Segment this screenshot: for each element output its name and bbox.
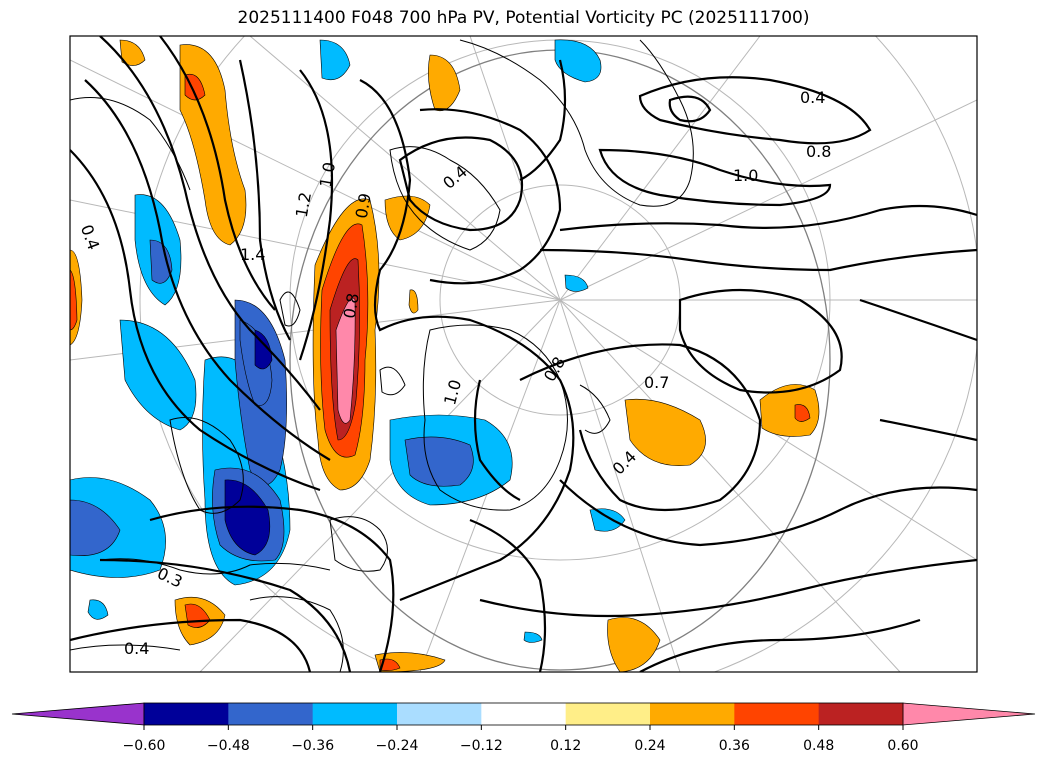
- colorbar-tick-label: 0.36: [719, 738, 750, 754]
- colorbar-extend-high: [902, 702, 1036, 726]
- colorbar-segment: [312, 703, 398, 725]
- colorbar-segment: [650, 703, 735, 725]
- colorbar-segment: [481, 703, 567, 725]
- contour-label: 0.7: [644, 373, 669, 392]
- contour-label: 0.8: [806, 142, 831, 161]
- contour-label: 1.0: [733, 166, 758, 185]
- colorbar-tick-label: −0.24: [376, 738, 419, 754]
- contour-label: 0.8: [340, 292, 363, 320]
- colorbar-tick-label: 0.24: [634, 738, 665, 754]
- pv-contours: [70, 36, 977, 672]
- colorbar-tick-label: −0.12: [460, 738, 503, 754]
- colorbar-tick-label: −0.48: [207, 738, 250, 754]
- colorbar-outline: [143, 702, 904, 726]
- contour-label: 0.4: [800, 88, 825, 107]
- colorbar-segment: [565, 703, 651, 725]
- colorbar-tick-label: −0.60: [123, 738, 166, 754]
- colorbar-tick-label: 0.48: [803, 738, 834, 754]
- colorbar-tick-label: 0.60: [887, 738, 918, 754]
- page-title: 2025111400 F048 700 hPa PV, Potential Vo…: [237, 8, 810, 28]
- colorbar-tick-label: 0.12: [550, 738, 581, 754]
- colorbar-segment: [228, 703, 314, 725]
- colorbar-segment: [144, 703, 229, 725]
- colorbar: −0.60 −0.48 −0.36 −0.24 −0.12 0.12 0.24 0.36 0.4…: [11, 702, 1036, 754]
- colorbar-segment: [734, 703, 820, 725]
- colorbar-segment: [818, 703, 904, 725]
- contour-label: 1.0: [316, 161, 339, 189]
- contour-label: 0.4: [124, 639, 149, 658]
- pv-shading: [70, 39, 820, 672]
- contour-label: 0.9: [352, 192, 375, 220]
- colorbar-segment: [397, 703, 482, 725]
- colorbar-extend-low: [11, 702, 145, 726]
- map-frame: [69, 35, 978, 673]
- contour-label: 1.2: [292, 191, 315, 219]
- colorbar-tick-label: −0.36: [291, 738, 334, 754]
- contour-label: 1.4: [240, 245, 265, 264]
